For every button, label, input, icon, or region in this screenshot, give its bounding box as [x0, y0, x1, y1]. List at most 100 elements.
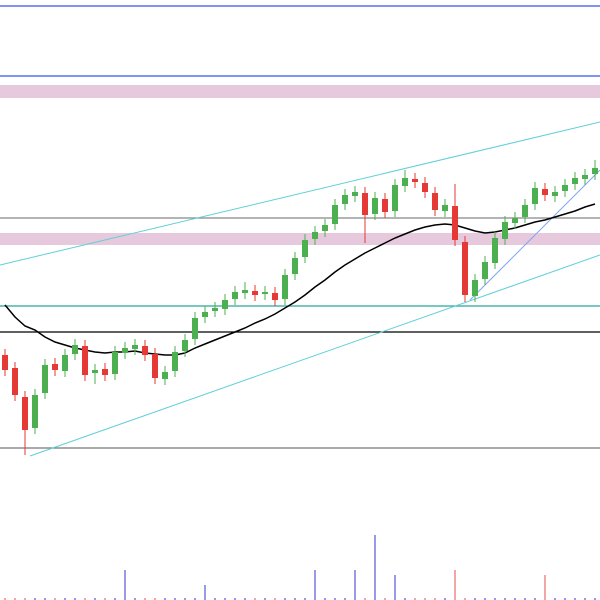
- candle-body: [462, 242, 468, 295]
- candle-body: [332, 205, 338, 224]
- candle-body: [342, 195, 348, 204]
- candle-body: [142, 346, 148, 355]
- volume-bar: [44, 598, 46, 600]
- candle-body: [222, 300, 228, 309]
- candle-body: [562, 185, 568, 191]
- volume-bar: [404, 598, 406, 600]
- candle-body: [102, 369, 108, 375]
- candle-body: [272, 293, 278, 300]
- candle-body: [482, 262, 488, 279]
- candle-body: [322, 225, 328, 231]
- volume-bar: [414, 598, 416, 600]
- candle-body: [552, 192, 558, 196]
- candle-body: [282, 275, 288, 299]
- volume-bar: [454, 570, 456, 600]
- candle-body: [182, 340, 188, 351]
- volume-bar: [544, 575, 546, 600]
- candle-body: [512, 218, 518, 223]
- volume-bar: [594, 598, 596, 600]
- trendline: [0, 121, 600, 266]
- candle-body: [72, 345, 78, 354]
- candle-body: [542, 189, 548, 195]
- volume-bar: [494, 598, 496, 600]
- volume-bar: [424, 598, 426, 600]
- volume-bar: [104, 598, 106, 600]
- candle-body: [52, 364, 58, 370]
- candle-body: [192, 318, 198, 339]
- volume-bar: [344, 598, 346, 600]
- trendline: [469, 169, 600, 301]
- candle-body: [92, 370, 98, 373]
- candle-body: [502, 222, 508, 239]
- zone: [0, 85, 600, 98]
- candle-body: [422, 183, 428, 192]
- candle-body: [232, 292, 238, 299]
- volume-bar: [474, 598, 476, 600]
- moving-average: [4, 203, 596, 356]
- volume-bar: [244, 598, 246, 600]
- candle-body: [132, 345, 138, 349]
- volume-bar: [84, 598, 86, 600]
- volume-bar: [124, 570, 126, 600]
- candle-body: [452, 206, 458, 240]
- volume-bar: [554, 598, 556, 600]
- candle-body: [402, 178, 408, 186]
- volume-bar: [374, 535, 376, 600]
- volume-bar: [64, 598, 66, 600]
- volume-bar: [364, 598, 366, 600]
- volume-bar: [74, 598, 76, 600]
- candle-body: [242, 290, 248, 293]
- volume-bar: [334, 598, 336, 600]
- candle-body: [112, 352, 118, 374]
- volume-bar: [504, 598, 506, 600]
- volume-bar: [154, 598, 156, 600]
- volume-bar: [224, 598, 226, 600]
- candle-body: [412, 179, 418, 182]
- candle-body: [202, 312, 208, 317]
- volume-bar: [444, 598, 446, 600]
- candle-body: [252, 291, 258, 295]
- volume-bar: [434, 598, 436, 600]
- candle-body: [212, 308, 218, 311]
- volume-bar: [174, 598, 176, 600]
- candle-body: [372, 198, 378, 214]
- candle-body: [392, 185, 398, 211]
- volume-bar: [384, 598, 386, 600]
- volume-bar: [4, 598, 6, 600]
- volume-bar: [564, 598, 566, 600]
- volume-bar: [34, 598, 36, 600]
- volume-bar: [194, 598, 196, 600]
- candle-body: [582, 175, 588, 179]
- volume-bar: [264, 598, 266, 600]
- candle-body: [432, 193, 438, 210]
- volume-bar: [514, 598, 516, 600]
- volume-bar: [534, 598, 536, 600]
- volume-bar: [354, 570, 356, 600]
- candle-body: [262, 292, 268, 294]
- candle-body: [42, 365, 48, 393]
- volume-bar: [214, 598, 216, 600]
- candle-body: [382, 199, 388, 212]
- volume-bar: [304, 598, 306, 600]
- candle-body: [302, 240, 308, 257]
- trendline: [29, 254, 600, 457]
- candle-body: [592, 168, 598, 174]
- volume-bar: [254, 598, 256, 600]
- candle-body: [22, 397, 28, 430]
- zone: [0, 233, 600, 245]
- volume-bar: [584, 598, 586, 600]
- candle-body: [292, 258, 298, 274]
- candle-body: [362, 193, 368, 215]
- volume-bar: [574, 598, 576, 600]
- volume-bar: [184, 598, 186, 600]
- volume-bar: [24, 598, 26, 600]
- candle-body: [162, 372, 168, 379]
- volume-bar: [524, 598, 526, 600]
- volume-bar: [314, 570, 316, 600]
- candle-body: [472, 280, 478, 296]
- volume-bar: [144, 598, 146, 600]
- candle-body: [442, 205, 448, 211]
- candle-body: [152, 354, 158, 378]
- volume-bar: [114, 598, 116, 600]
